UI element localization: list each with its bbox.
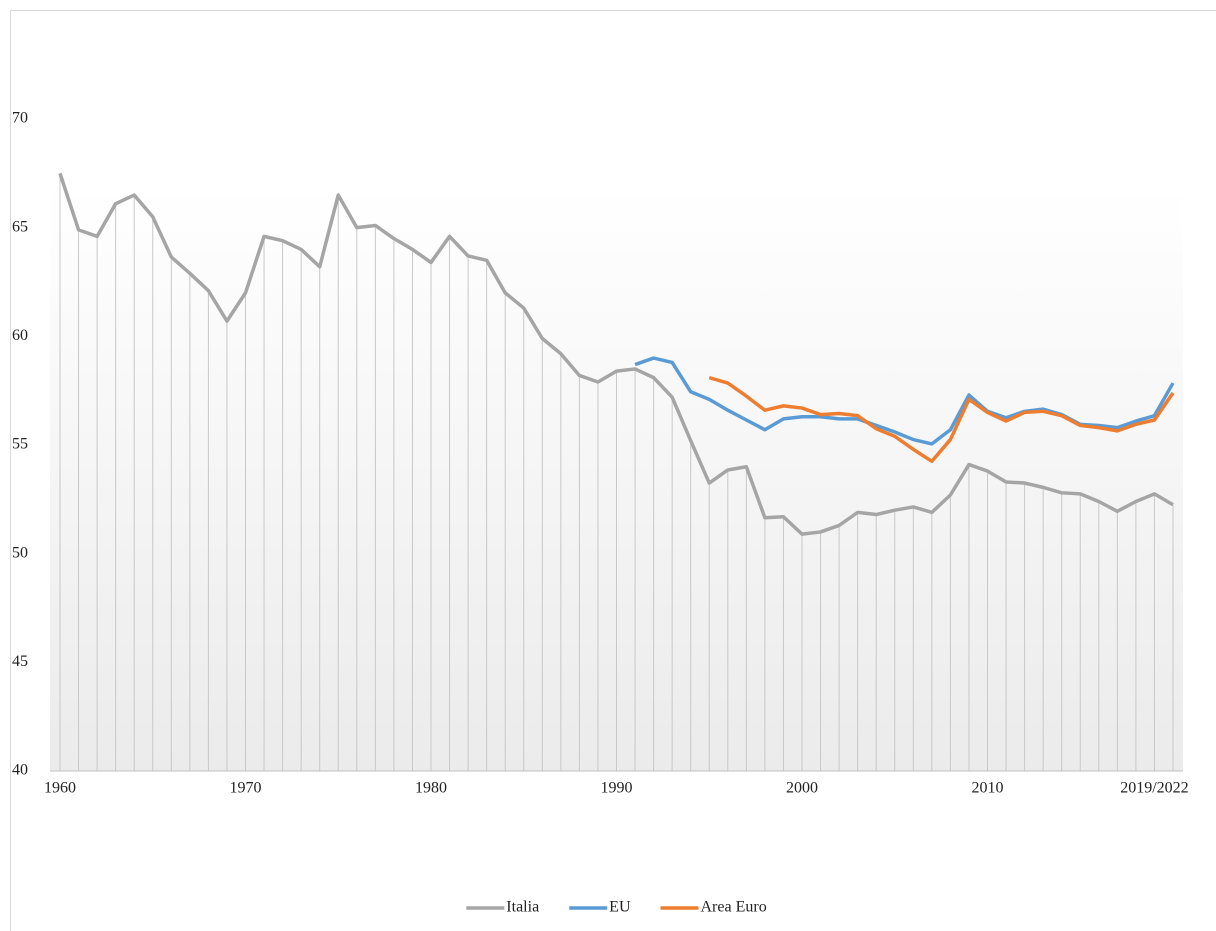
legend-label: Italia xyxy=(506,899,539,916)
y-tick-label: 40 xyxy=(12,762,28,779)
data-line xyxy=(58,172,1174,536)
y-tick-label: 55 xyxy=(12,436,28,453)
chart-frame xyxy=(10,10,1216,931)
legend-label: EU xyxy=(609,899,631,916)
data-line xyxy=(708,375,1175,464)
x-tick-label: 2010 xyxy=(972,780,1004,797)
legend-label: Area Euro xyxy=(701,899,767,916)
y-tick-label: 65 xyxy=(12,218,28,235)
x-tick-label: 1970 xyxy=(230,780,262,797)
y-tick-label: 60 xyxy=(12,327,28,344)
x-tick-label: 2000 xyxy=(786,780,818,797)
y-tick-label: 45 xyxy=(12,653,28,670)
x-tick-label: 1980 xyxy=(415,780,447,797)
x-tick-label: 1990 xyxy=(601,780,633,797)
x-tick-label: 2019/2022 xyxy=(1120,780,1188,797)
y-tick-label: 70 xyxy=(12,110,28,127)
y-tick-label: 50 xyxy=(12,544,28,561)
x-tick-label: 1960 xyxy=(44,780,76,797)
